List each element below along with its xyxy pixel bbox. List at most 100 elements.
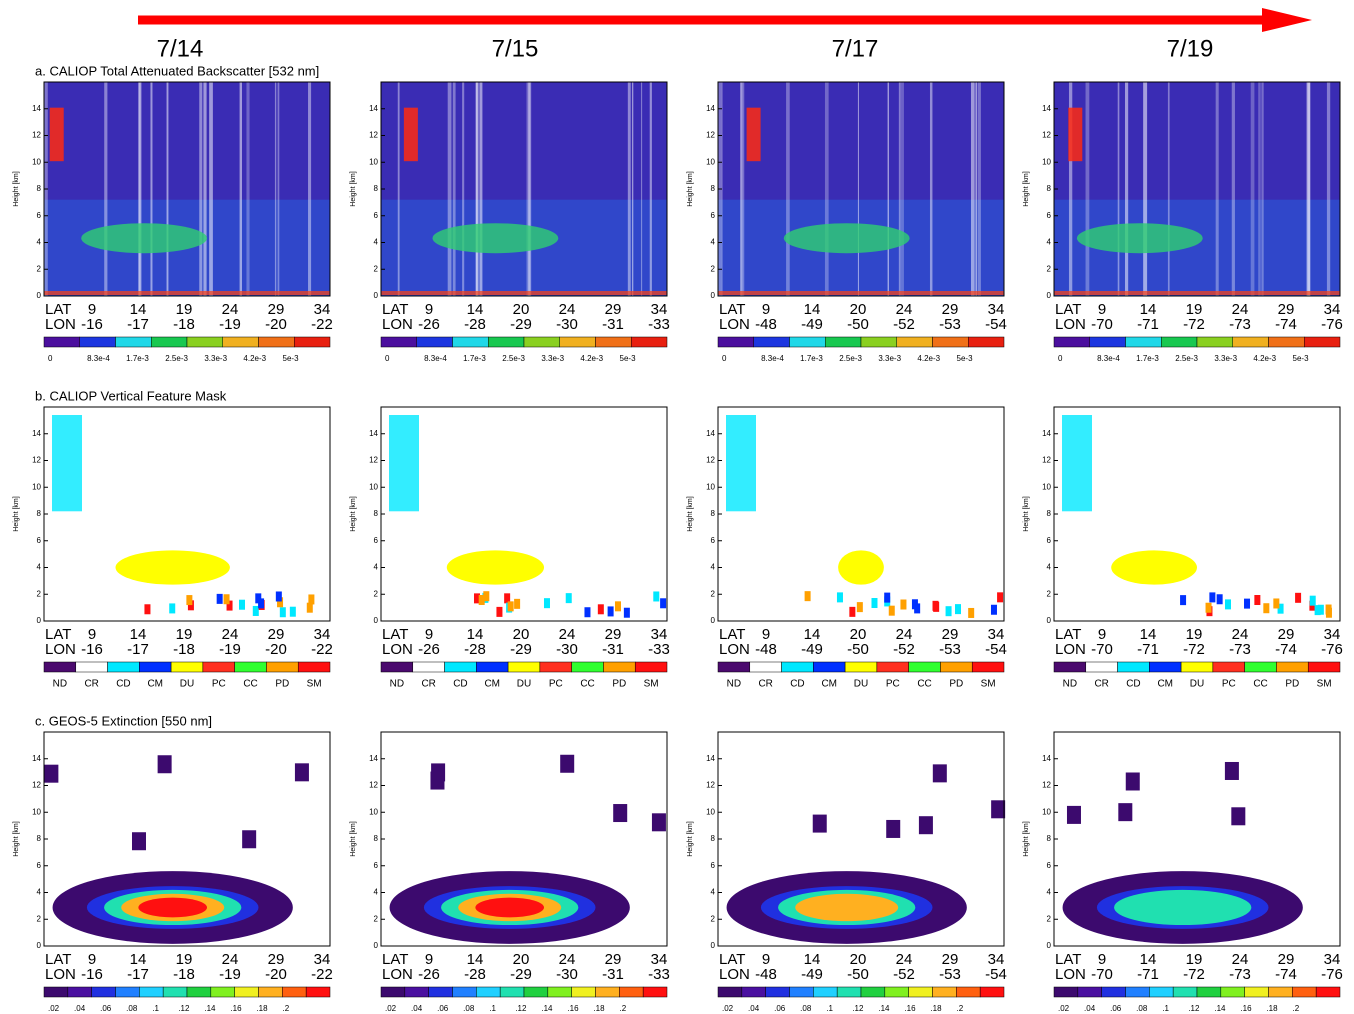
feature	[1254, 595, 1261, 606]
colorbar-swatch	[91, 986, 116, 998]
colorbar-label: PD	[612, 679, 626, 690]
feature	[478, 594, 485, 605]
lat-tick-label: 14	[1140, 626, 1157, 643]
lon-tick-label: -52	[893, 316, 915, 333]
feature	[1263, 603, 1270, 614]
lon-tick-label: -18	[173, 641, 195, 658]
y-tick-label: 14	[1042, 104, 1051, 113]
lon-tick-label: -26	[418, 641, 440, 658]
curtain-streak	[1085, 82, 1090, 296]
curtain-streak	[975, 82, 977, 296]
lat-tick-label: 14	[804, 951, 821, 968]
lat-tick-label: 9	[88, 626, 96, 643]
feature	[1325, 604, 1332, 615]
colorbar-label: CC	[243, 679, 257, 690]
plume-block	[651, 813, 666, 832]
colorbar-swatch	[979, 986, 1005, 998]
lon-tick-label: -33	[648, 641, 670, 658]
y-tick-label: 8	[1047, 184, 1052, 193]
colorbar-label: 5e-3	[957, 354, 974, 363]
y-tick-label: 0	[711, 941, 716, 950]
plume-block	[431, 763, 446, 782]
surface	[718, 291, 1004, 295]
y-tick-label: 10	[706, 482, 715, 491]
curtain-streak	[479, 82, 483, 296]
curtain-streak	[740, 82, 745, 296]
colorbar-label: .04	[1084, 1004, 1096, 1013]
y-tick-label: 0	[711, 616, 716, 625]
lat-tick-label: 29	[268, 951, 285, 968]
colorbar-swatch	[139, 986, 164, 998]
panel-title: c. GEOS-5 Extinction [550 nm]	[35, 713, 212, 728]
curtain-streak	[627, 82, 631, 296]
date-label: 7/15	[492, 35, 539, 62]
lat-tick-label: 24	[896, 301, 913, 318]
lat-prefix: LAT	[1055, 626, 1081, 643]
curtain-streak	[900, 82, 904, 296]
colorbar-label: 8.3e-4	[424, 354, 447, 363]
lon-tick-label: -26	[418, 966, 440, 983]
lat-tick-label: 24	[1232, 951, 1249, 968]
plume-block	[1066, 805, 1081, 824]
y-tick-label: 2	[374, 589, 379, 598]
colorbar-swatch	[539, 661, 572, 673]
dust-layer	[1111, 550, 1197, 585]
lat-prefix: LAT	[1055, 301, 1081, 318]
colorbar-label: SM	[644, 679, 659, 690]
colorbar-label: DU	[517, 679, 531, 690]
y-axis-label: Height [km]	[687, 821, 694, 856]
colorbar-label: .12	[852, 1004, 864, 1013]
curtain-streak	[526, 82, 529, 296]
lat-tick-label: 14	[467, 301, 484, 318]
y-tick-label: 12	[32, 131, 41, 140]
lon-tick-label: -33	[648, 316, 670, 333]
lon-prefix: LON	[45, 966, 76, 983]
lat-prefix: LAT	[45, 951, 71, 968]
colorbar-label: .18	[256, 1004, 268, 1013]
feature	[597, 604, 604, 615]
lat-tick-label: 34	[651, 951, 668, 968]
lat-tick-label: 29	[605, 626, 622, 643]
lat-prefix: LAT	[1055, 951, 1081, 968]
colorbar-swatch	[1196, 336, 1233, 348]
lat-tick-label: 14	[467, 951, 484, 968]
y-tick-label: 4	[374, 888, 379, 897]
lon-tick-label: -73	[1229, 966, 1251, 983]
colorbar-swatch	[836, 986, 862, 998]
lon-tick-label: -48	[755, 966, 777, 983]
plume-block	[886, 819, 901, 838]
lon-tick-label: -16	[81, 966, 103, 983]
colorbar-swatch	[860, 336, 897, 348]
curtain-bg	[381, 407, 667, 621]
cirrus	[726, 415, 756, 512]
colorbar-label: .12	[178, 1004, 190, 1013]
curtain-streak	[1261, 82, 1264, 296]
colorbar-swatch	[765, 986, 790, 998]
feature	[275, 591, 282, 602]
feature	[226, 600, 233, 611]
colorbar-label: .1	[489, 1004, 496, 1013]
y-tick-label: 0	[374, 616, 379, 625]
colorbar-swatch	[1125, 336, 1162, 348]
colorbar-swatch	[619, 986, 644, 998]
y-tick-label: 10	[1042, 157, 1051, 166]
colorbar-swatch	[222, 336, 259, 348]
colorbar-swatch	[1053, 661, 1087, 673]
colorbar-label: CD	[790, 679, 804, 690]
lon-prefix: LON	[382, 641, 413, 658]
aerosol-layer	[1076, 223, 1203, 254]
y-axis-label: Height [km]	[1023, 821, 1030, 856]
curtain-streak	[929, 82, 933, 296]
lon-tick-label: -71	[1137, 316, 1159, 333]
colorbar-swatch	[75, 661, 108, 673]
y-tick-label: 14	[369, 429, 378, 438]
lat-tick-label: 9	[425, 951, 433, 968]
feature	[565, 593, 572, 604]
feature	[871, 598, 878, 609]
y-tick-label: 10	[369, 157, 378, 166]
colorbar-swatch	[488, 336, 525, 348]
colorbar-swatch	[234, 986, 259, 998]
colorbar-swatch	[43, 336, 80, 348]
cloud-top	[403, 107, 418, 162]
